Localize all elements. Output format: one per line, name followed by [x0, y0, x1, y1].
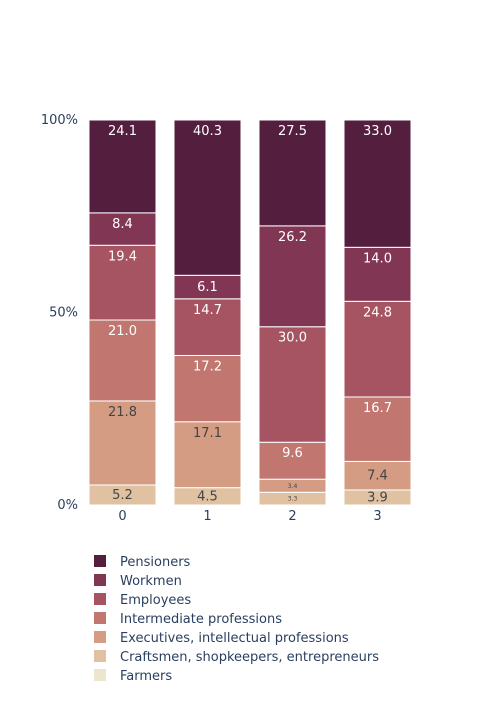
bar-segment[interactable]	[173, 119, 242, 276]
legend-swatch[interactable]	[94, 574, 106, 586]
bar-data-label: 19.4	[108, 249, 137, 264]
bar-data-label: 3.9	[367, 490, 388, 505]
x-tick-label: 1	[203, 509, 211, 524]
bar-segment[interactable]	[343, 300, 412, 398]
legend-item-label[interactable]: Workmen	[120, 574, 182, 589]
bar-data-label: 14.7	[193, 303, 222, 318]
bar-data-label: 14.0	[363, 251, 392, 266]
bar-data-label: 3.4	[288, 483, 298, 490]
bar-data-label: 6.1	[197, 280, 218, 295]
y-tick-label: 0%	[57, 498, 78, 513]
legend-item-label[interactable]: Employees	[120, 593, 191, 608]
x-tick-label: 3	[373, 509, 381, 524]
legend-swatch[interactable]	[94, 555, 106, 567]
bar-data-label: 21.0	[108, 324, 137, 339]
bar-data-label: 21.8	[108, 405, 137, 420]
bar-segment[interactable]	[173, 298, 242, 356]
legend-item-label[interactable]: Executives, intellectual professions	[120, 631, 349, 646]
legend-swatch[interactable]	[94, 612, 106, 624]
bar-data-label: 17.1	[193, 426, 222, 441]
legend-swatch[interactable]	[94, 669, 106, 681]
legend-swatch[interactable]	[94, 650, 106, 662]
bar-data-label: 7.4	[367, 469, 388, 484]
bar-data-label: 16.7	[363, 401, 392, 416]
legend-item-label[interactable]: Farmers	[120, 669, 172, 684]
bar-data-label: 24.1	[108, 124, 137, 139]
bar-data-label: 27.5	[278, 124, 307, 139]
bar-segment[interactable]	[88, 244, 157, 321]
legend-swatch[interactable]	[94, 593, 106, 605]
bar-data-label: 30.0	[278, 331, 307, 346]
bar-data-label: 17.2	[193, 359, 222, 374]
bar-segment[interactable]	[173, 354, 242, 423]
legend-swatch[interactable]	[94, 631, 106, 643]
x-tick-label: 0	[118, 509, 126, 524]
bar-segment[interactable]	[258, 326, 327, 443]
y-tick-label: 50%	[49, 306, 78, 321]
y-tick-label: 100%	[41, 113, 78, 128]
bar-segment[interactable]	[258, 119, 327, 227]
bar-segment[interactable]	[258, 441, 327, 480]
legend-item-label[interactable]: Craftsmen, shopkeepers, entrepreneurs	[120, 650, 379, 665]
bar-data-label: 4.5	[197, 489, 218, 504]
legend-item-label[interactable]: Pensioners	[120, 555, 191, 570]
bar-segment[interactable]	[343, 396, 412, 462]
bar-data-label: 3.3	[288, 496, 298, 503]
x-tick-label: 2	[288, 509, 296, 524]
bar-segment[interactable]	[343, 119, 412, 248]
bar-segment[interactable]	[343, 460, 412, 491]
legend-item-label[interactable]: Intermediate professions	[120, 612, 282, 627]
bar-data-label: 9.6	[282, 446, 303, 461]
bar-segment[interactable]	[173, 421, 242, 489]
bar-data-label: 26.2	[278, 230, 307, 245]
bar-data-label: 33.0	[363, 124, 392, 139]
bar-data-label: 5.2	[112, 488, 133, 503]
bar-segment[interactable]	[88, 212, 157, 246]
bar-data-label: 8.4	[112, 217, 133, 232]
bar-segment[interactable]	[258, 225, 327, 328]
bar-segment[interactable]	[88, 119, 157, 214]
bar-data-label: 40.3	[193, 124, 222, 139]
bar-segment[interactable]	[343, 246, 412, 302]
bar-data-label: 24.8	[363, 305, 392, 320]
bar-segment[interactable]	[88, 400, 157, 486]
